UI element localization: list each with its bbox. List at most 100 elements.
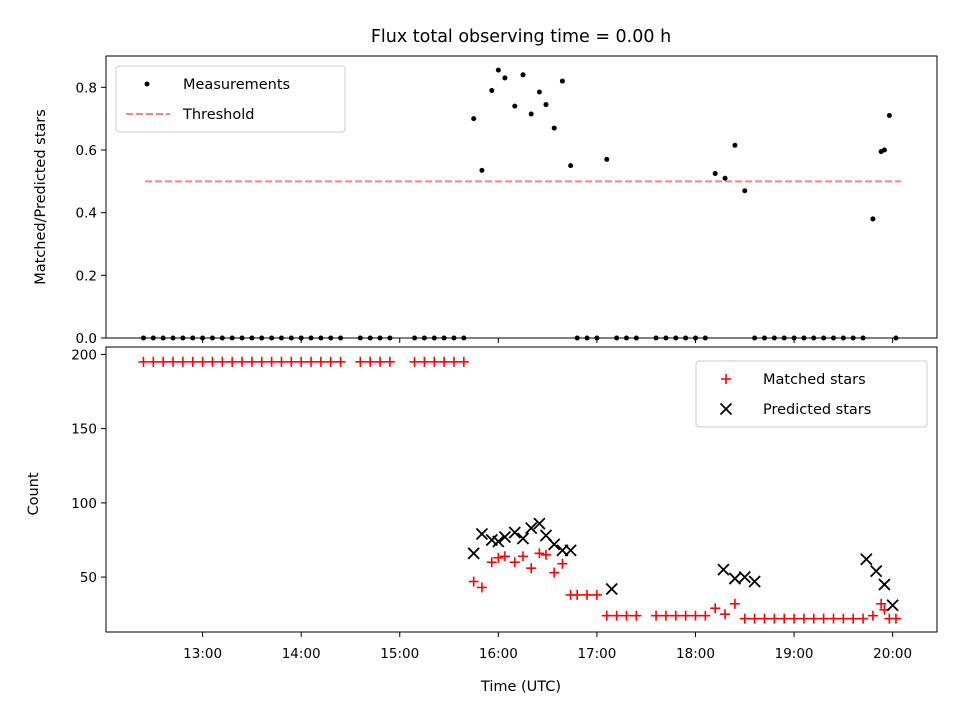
bottom-plot-area: 50 100 150 200 13:00 14:00 15:00 16:00 17:00 18:… xyxy=(26,346,938,695)
measurement-point xyxy=(150,335,156,341)
measurement-point xyxy=(702,335,708,341)
measurement-point xyxy=(722,175,728,181)
measurement-point xyxy=(308,335,314,341)
matched-star-point xyxy=(335,356,346,367)
measurement-point xyxy=(200,335,206,341)
top-legend: Measurements Threshold xyxy=(115,65,346,133)
measurements-series xyxy=(140,67,899,341)
legend-measurements-marker xyxy=(144,81,150,87)
measurement-point xyxy=(712,171,718,176)
matched-star-point xyxy=(700,610,711,621)
measurement-point xyxy=(441,335,447,341)
matched-star-point xyxy=(549,567,560,578)
measurement-point xyxy=(614,335,620,341)
matched-star-point xyxy=(601,610,612,621)
matched-star-point xyxy=(858,613,869,624)
measurement-point xyxy=(412,335,418,341)
predicted-star-point xyxy=(508,526,521,539)
matched-star-point xyxy=(458,356,469,367)
predicted-star-point xyxy=(605,582,618,596)
matched-star-point xyxy=(759,613,770,624)
measurement-point xyxy=(623,335,629,341)
matched-star-point xyxy=(138,356,149,367)
top-y-axis-label: Matched/Predicted stars xyxy=(33,109,49,285)
measurement-point xyxy=(574,335,580,341)
bottom-x-axis-label: Time (UTC) xyxy=(480,679,561,695)
matched-star-point xyxy=(680,610,691,621)
legend-predicted-cross xyxy=(719,402,733,416)
bottom-y-axis-label: Count xyxy=(26,472,42,515)
matched-star-point xyxy=(769,613,780,624)
measurement-point xyxy=(387,335,393,341)
bottom-x-tick-label: 20:00 xyxy=(873,646,912,662)
matched-star-point xyxy=(828,613,839,624)
bottom-y-axis: 50 100 150 200 xyxy=(71,347,106,586)
matched-star-point xyxy=(838,613,849,624)
predicted-star-point xyxy=(492,535,505,548)
matched-star-point xyxy=(611,610,622,621)
matched-star-point xyxy=(237,356,248,367)
bottom-x-axis: 13:00 14:00 15:00 16:00 17:00 18:00 19:00 20:00 xyxy=(183,632,912,662)
measurement-point xyxy=(357,335,363,341)
matched-star-point xyxy=(296,356,307,367)
measurement-point xyxy=(170,335,176,341)
bottom-x-tick-label: 14:00 xyxy=(282,646,321,662)
matched-star-point xyxy=(448,356,459,367)
matched-stars-series xyxy=(138,356,901,624)
predicted-star-point xyxy=(870,565,883,578)
predicted-star-point xyxy=(717,563,730,576)
legend-predicted-label: Predicted stars xyxy=(763,402,871,418)
measurement-point xyxy=(653,335,659,341)
top-plot-title: Flux total observing time = 0.00 h xyxy=(371,27,671,47)
measurement-point xyxy=(431,335,437,341)
measurement-point xyxy=(870,216,876,222)
measurement-point xyxy=(683,335,689,341)
bottom-x-tick-label: 16:00 xyxy=(479,646,518,662)
matched-star-point xyxy=(720,609,731,620)
measurement-point xyxy=(489,87,495,93)
measurement-point xyxy=(288,335,294,341)
measurement-point xyxy=(604,156,610,162)
measurement-point xyxy=(801,335,807,341)
legend-predicted-marker xyxy=(719,402,733,416)
measurement-point xyxy=(512,103,518,109)
bottom-x-tick-label: 18:00 xyxy=(676,646,715,662)
measurement-point xyxy=(732,142,738,148)
matched-star-point xyxy=(168,356,179,367)
matched-star-point xyxy=(670,610,681,621)
measurement-point xyxy=(860,335,866,341)
top-y-tick-label: 0.8 xyxy=(76,80,97,96)
matched-star-point xyxy=(493,552,504,563)
measurement-point xyxy=(249,335,255,341)
measurement-point xyxy=(781,335,787,341)
matched-star-point xyxy=(355,356,366,367)
measurement-point xyxy=(239,335,245,341)
top-plot-area: 0.00.20.40.60.8 Matched/Predicted stars … xyxy=(33,55,938,347)
matched-star-point xyxy=(486,557,497,568)
matched-star-point xyxy=(729,598,740,609)
matched-star-point xyxy=(148,356,159,367)
measurement-point xyxy=(568,163,574,169)
matched-star-point xyxy=(591,589,602,600)
measurement-point xyxy=(298,335,304,341)
top-y-tick-label: 0.6 xyxy=(76,143,97,159)
measurement-point xyxy=(840,335,846,341)
predicted-star-point xyxy=(860,553,873,566)
matched-star-point xyxy=(621,610,632,621)
measurement-point xyxy=(673,335,679,341)
matched-star-point xyxy=(419,356,430,367)
matched-star-point xyxy=(439,356,450,367)
matched-star-point xyxy=(286,356,297,367)
matched-star-point xyxy=(779,613,790,624)
predicted-star-point xyxy=(467,547,480,560)
measurement-point xyxy=(180,335,186,341)
measurement-point xyxy=(771,335,777,341)
matched-star-point xyxy=(651,610,662,621)
measurement-point xyxy=(269,335,275,341)
measurement-point xyxy=(219,335,225,341)
measurement-point xyxy=(559,78,565,84)
matched-star-point xyxy=(256,356,267,367)
matched-star-point xyxy=(499,551,510,562)
measurement-point xyxy=(752,335,758,341)
matched-star-point xyxy=(468,576,479,587)
